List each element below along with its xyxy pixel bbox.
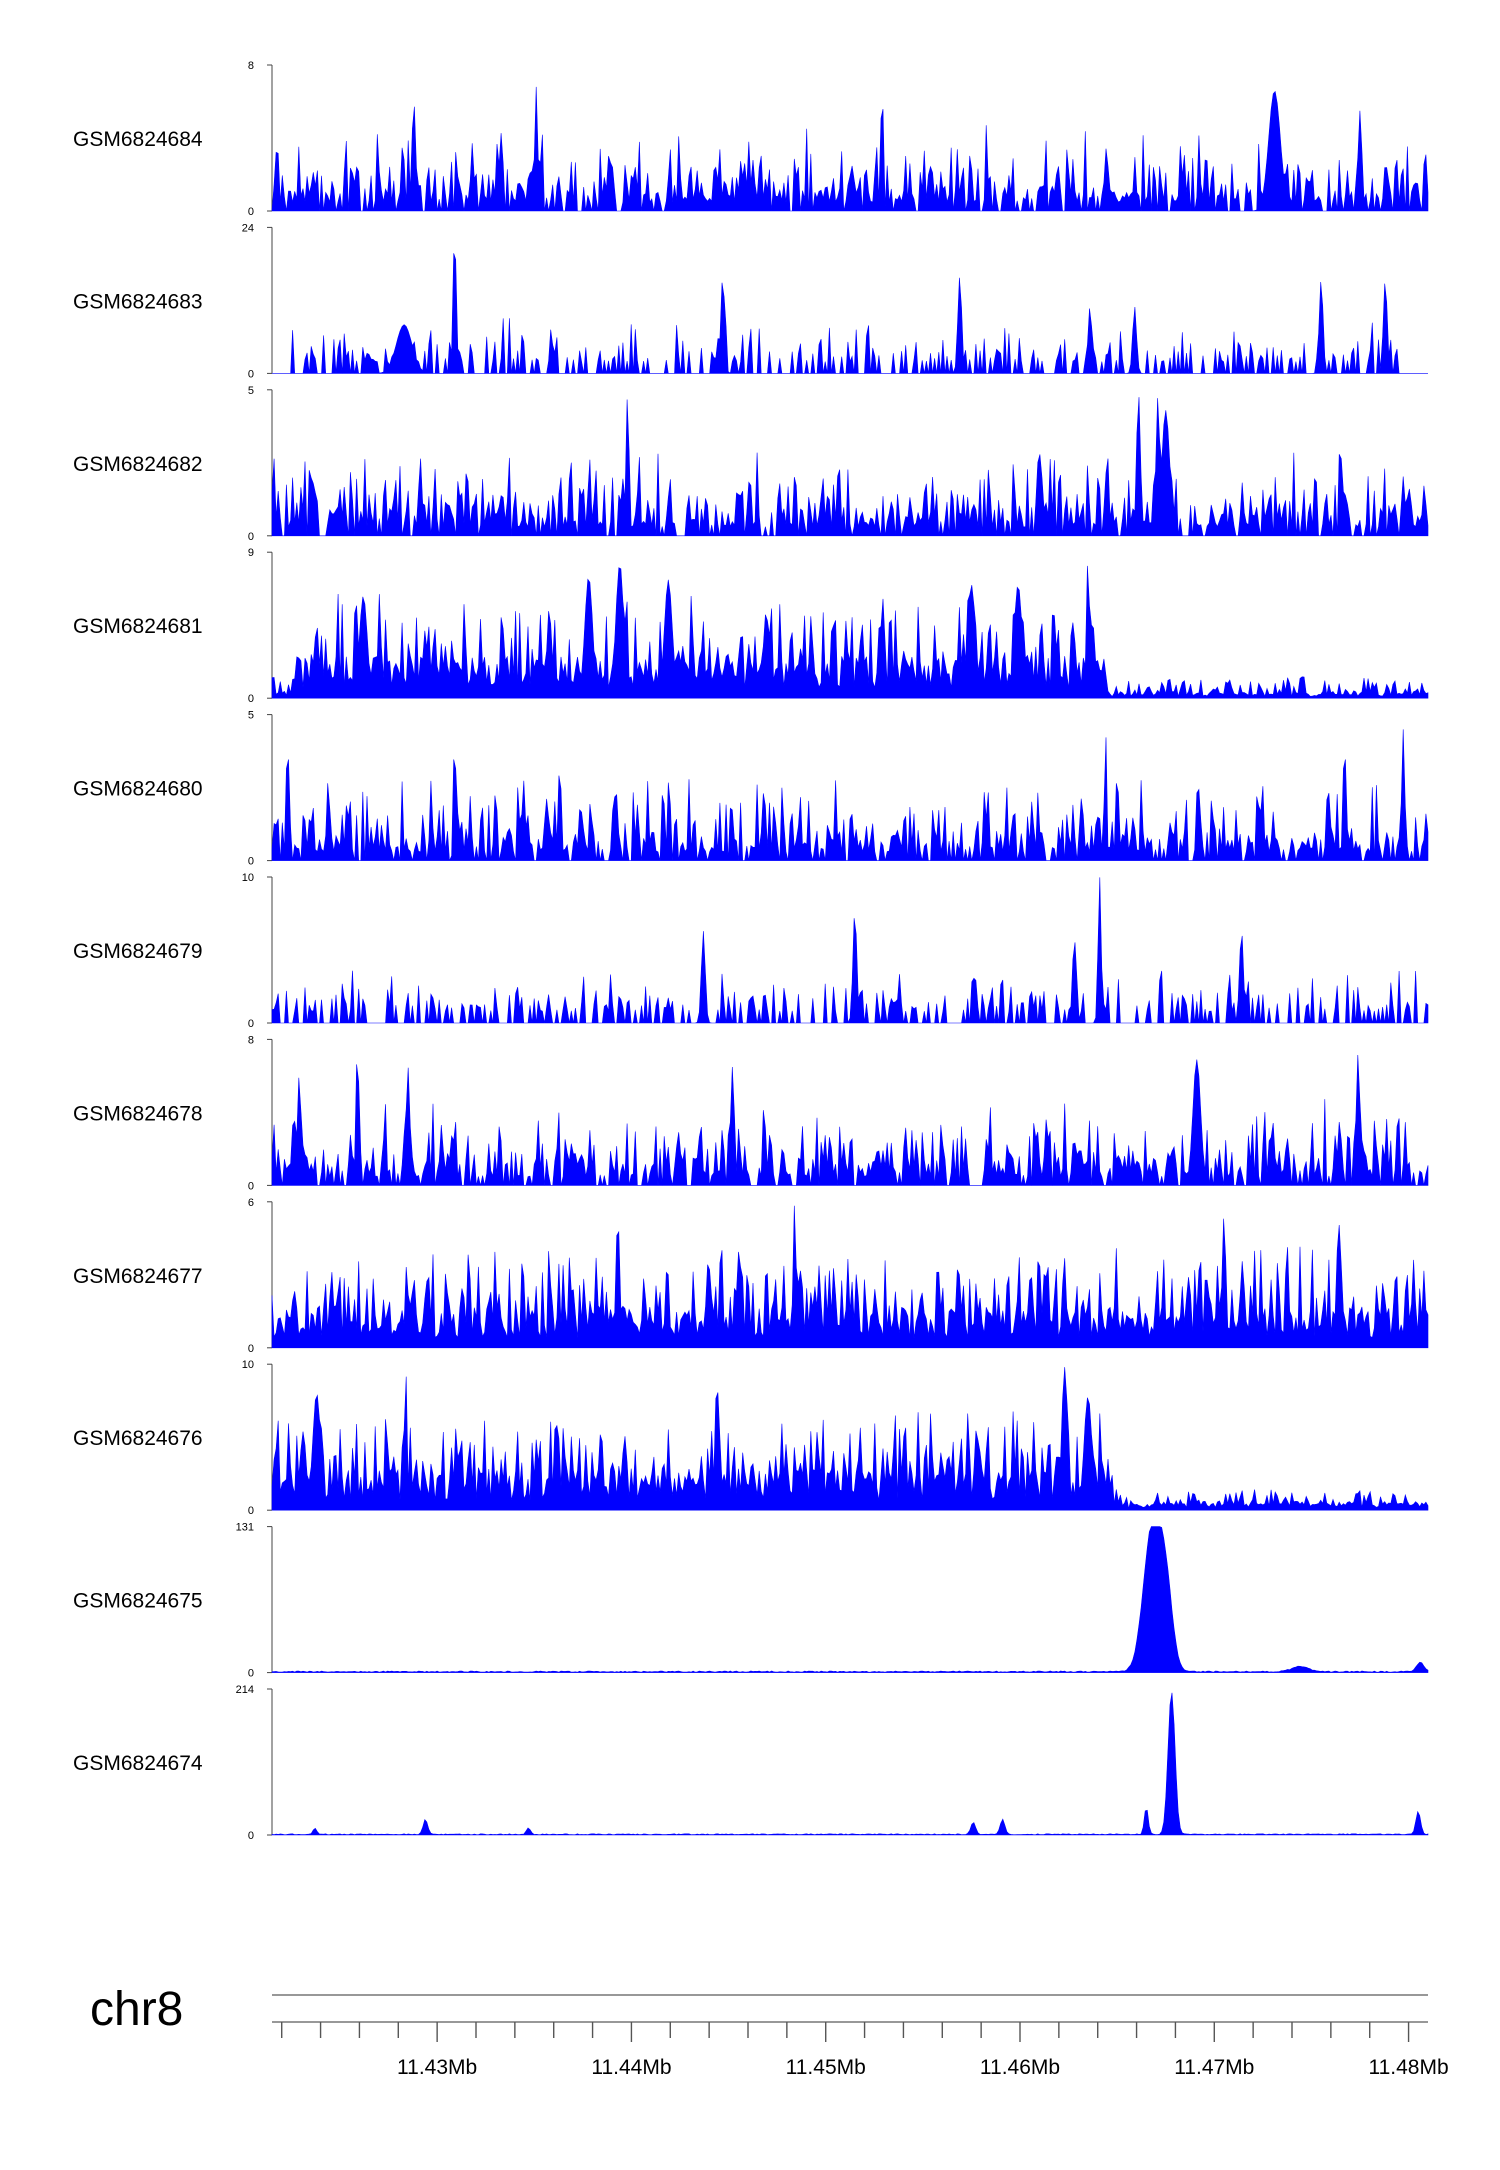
y-max-label: 131	[236, 1522, 254, 1534]
x-tick-label: 11.44Mb	[591, 2056, 671, 2079]
track-name: GSM6824680	[73, 778, 203, 801]
y-max-label: 9	[248, 547, 254, 559]
x-tick-label: 11.45Mb	[786, 2056, 866, 2079]
y-max-label: 10	[242, 872, 254, 884]
y-min-label: 0	[248, 693, 254, 705]
track-name: GSM6824681	[73, 615, 203, 638]
track-GSM6824684: GSM6824684 8 0	[73, 60, 1429, 218]
y-min-label: 0	[248, 856, 254, 868]
track-name: GSM6824683	[73, 290, 203, 313]
y-max-label: 24	[242, 222, 254, 234]
y-max-label: 214	[236, 1684, 254, 1696]
track-GSM6824679: GSM6824679 10 0	[73, 872, 1429, 1030]
y-max-label: 8	[248, 1034, 254, 1046]
y-max-label: 5	[248, 385, 254, 397]
genome-axis-ticks: 11.43Mb 11.44Mb 11.45Mb 11.46Mb 11.47Mb 11.48…	[281, 2022, 1449, 2079]
y-min-label: 0	[248, 531, 254, 543]
signal-area	[271, 86, 1429, 212]
track-name: GSM6824677	[73, 1265, 203, 1288]
signal-area	[271, 1367, 1429, 1511]
signal-area	[271, 565, 1429, 699]
x-tick-label: 11.46Mb	[980, 2056, 1060, 2079]
y-max-label: 6	[248, 1197, 254, 1209]
y-min-label: 0	[248, 1343, 254, 1355]
track-name: GSM6824682	[73, 453, 203, 476]
track-GSM6824674: GSM6824674 214 0	[73, 1684, 1429, 1842]
signal-area	[271, 877, 1429, 1024]
track-GSM6824681: GSM6824681 9 0	[73, 547, 1429, 705]
chromosome-label: chr8	[90, 1983, 183, 2036]
signal-area	[271, 1526, 1429, 1673]
x-tick-label: 11.47Mb	[1174, 2056, 1254, 2079]
y-max-label: 10	[242, 1359, 254, 1371]
track-GSM6824677: GSM6824677 6 0	[73, 1197, 1429, 1355]
track-GSM6824678: GSM6824678 8 0	[73, 1034, 1429, 1192]
signal-area	[271, 1205, 1429, 1349]
x-tick-label: 11.43Mb	[397, 2056, 477, 2079]
track-name: GSM6824679	[73, 940, 203, 963]
signal-area	[271, 1054, 1429, 1186]
track-name: GSM6824676	[73, 1427, 203, 1450]
signal-area	[271, 1692, 1429, 1836]
y-min-label: 0	[248, 1180, 254, 1192]
x-tick-label: 11.48Mb	[1368, 2056, 1448, 2079]
track-name: GSM6824684	[73, 128, 203, 151]
track-name: GSM6824678	[73, 1102, 203, 1125]
y-min-label: 0	[248, 206, 254, 218]
signal-tracks: GSM682468480GSM6824683240GSM682468250GSM…	[73, 60, 1429, 1842]
signal-area	[272, 253, 1428, 374]
track-GSM6824682: GSM6824682 5 0	[73, 385, 1429, 543]
track-GSM6824680: GSM6824680 5 0	[73, 710, 1429, 868]
track-name: GSM6824674	[73, 1752, 203, 1775]
chromosome-ideogram: chr8 11.43Mb 11.44Mb 11.45Mb 11.46Mb 11.47Mb…	[90, 1983, 1449, 2079]
track-GSM6824683: GSM6824683 24 0	[73, 222, 1428, 380]
y-min-label: 0	[248, 1668, 254, 1680]
y-min-label: 0	[248, 368, 254, 380]
y-max-label: 5	[248, 710, 254, 722]
y-min-label: 0	[248, 1505, 254, 1517]
signal-area	[271, 397, 1429, 537]
signal-area	[271, 729, 1429, 861]
track-GSM6824675: GSM6824675 131 0	[73, 1522, 1429, 1680]
track-name: GSM6824675	[73, 1590, 203, 1613]
y-min-label: 0	[248, 1830, 254, 1842]
track-GSM6824676: GSM6824676 10 0	[73, 1359, 1429, 1517]
y-max-label: 8	[248, 60, 254, 72]
y-min-label: 0	[248, 1018, 254, 1030]
